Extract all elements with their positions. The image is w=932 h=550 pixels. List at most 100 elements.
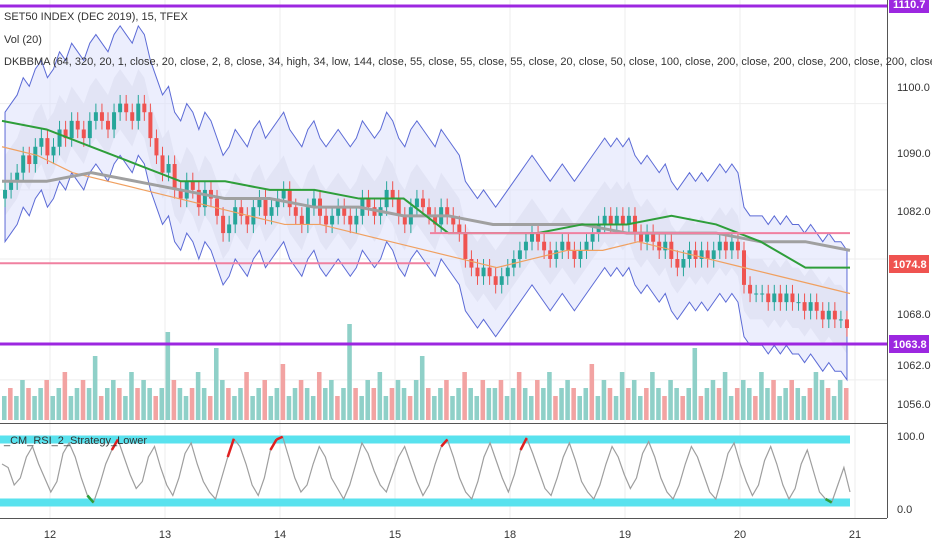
volume-bar: [195, 372, 201, 420]
volume-bar: [365, 380, 370, 420]
moving-averages: [0, 119, 851, 295]
candle-body: [69, 120, 74, 139]
volume-bar: [783, 388, 788, 420]
candle-body: [772, 293, 777, 303]
volume-bar: [583, 388, 589, 420]
candle-body: [814, 302, 819, 311]
candle-body: [754, 293, 759, 295]
candle-body: [681, 258, 686, 268]
volume-bar: [468, 388, 473, 420]
candle-body: [620, 215, 625, 225]
price-axis[interactable]: 1100.0 1090.0 1082.0 1068.0 1062.0 1056.0 100.…: [897, 82, 931, 516]
candle-body: [481, 267, 486, 277]
volume-bar: [722, 372, 728, 420]
volume-bar: [432, 396, 437, 420]
volume-bar: [571, 388, 576, 420]
candle-body: [608, 215, 613, 225]
volume-bar: [323, 388, 328, 420]
volume-bar: [547, 372, 552, 420]
volume-bar: [680, 396, 685, 420]
volume-bar: [104, 388, 110, 420]
candle-body: [275, 198, 280, 208]
candle-body: [287, 189, 292, 208]
volume-bar: [341, 388, 346, 420]
candle-body: [766, 293, 771, 303]
volume-bar: [831, 396, 837, 420]
volume-tick-label: 1056.0: [897, 399, 931, 411]
candle-body: [505, 267, 510, 277]
candle-body: [572, 250, 577, 259]
candle-body: [166, 164, 171, 173]
candle-body: [844, 319, 849, 329]
candle-body: [796, 302, 801, 304]
volume-bar: [438, 388, 443, 420]
volume-bar: [329, 380, 334, 420]
candle-body: [330, 215, 335, 225]
candle-body: [99, 112, 104, 121]
candle-body: [233, 207, 238, 225]
candle-body: [215, 198, 220, 216]
volume-bar: [486, 388, 492, 420]
volume-bar: [111, 380, 116, 420]
candle-body: [257, 198, 262, 208]
candle-body: [530, 233, 534, 242]
candle-body: [208, 189, 213, 199]
candle-body: [445, 207, 450, 216]
candle-body: [778, 293, 783, 303]
price-tick-label: 1090.0: [897, 148, 931, 160]
volume-bar: [631, 380, 637, 420]
candle-body: [723, 241, 728, 251]
volume-bar: [165, 332, 171, 420]
candle-body: [826, 310, 831, 320]
candle-body: [463, 233, 468, 259]
candle-body: [130, 112, 135, 121]
volume-bar: [86, 388, 92, 420]
candle-body: [221, 215, 226, 234]
volume-bar: [522, 388, 528, 420]
volume-bar: [541, 388, 546, 420]
candle-body: [342, 207, 347, 216]
candle-body: [705, 250, 710, 259]
candle-body: [748, 284, 753, 294]
volume-bar: [789, 380, 794, 420]
candle-body: [269, 207, 274, 216]
volume-bar: [347, 324, 352, 420]
candle-body: [487, 267, 492, 277]
candle-body: [239, 207, 244, 216]
volume-bar: [32, 396, 37, 420]
candle-body: [760, 293, 765, 295]
candle-body: [802, 302, 807, 311]
candle-body: [202, 189, 207, 208]
candle-body: [354, 215, 359, 225]
candle-body: [639, 233, 644, 242]
volume-bar: [813, 372, 819, 420]
candle-body: [15, 172, 20, 182]
rsi-overbought-segment: [110, 438, 119, 451]
candle-body: [305, 207, 310, 225]
time-tick-label: 13: [159, 529, 171, 541]
candle-body: [87, 120, 92, 139]
volume-bar: [407, 396, 413, 420]
candle-body: [626, 215, 631, 225]
volume-bar: [577, 396, 582, 420]
volume-bar: [698, 396, 704, 420]
candle-body: [263, 198, 268, 216]
volume-bar: [765, 388, 770, 420]
candle-body: [651, 233, 656, 242]
candle-body: [190, 181, 195, 190]
candle-body: [832, 310, 837, 320]
candle-body: [93, 112, 98, 121]
volume-bar: [292, 388, 298, 420]
time-axis[interactable]: 12 13 14 15 18 19 20 21: [44, 529, 861, 541]
candle-body: [245, 215, 250, 225]
volume-bar: [825, 388, 831, 420]
candle-body: [693, 250, 698, 259]
candle-body: [75, 120, 80, 130]
time-tick-label: 21: [849, 529, 861, 541]
volume-bar: [274, 388, 280, 420]
candle-body: [493, 276, 498, 285]
volume-bar: [383, 396, 389, 420]
bollinger-band: [4, 24, 848, 382]
candle-body: [820, 310, 825, 320]
